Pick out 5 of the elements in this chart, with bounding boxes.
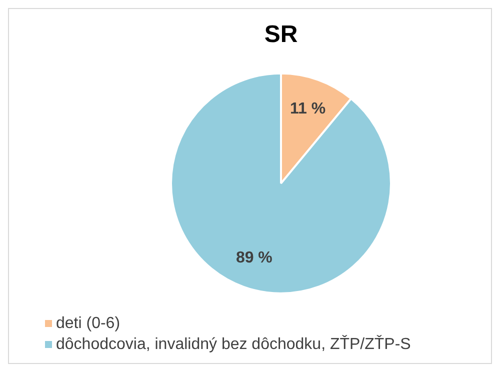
chart-title: SR bbox=[264, 21, 298, 48]
data-label: 11 % bbox=[290, 100, 326, 118]
data-label: 89 % bbox=[236, 249, 272, 266]
legend-label: deti (0-6) bbox=[56, 314, 120, 332]
legend-label: dôchodcovia, invalidný bez dôchodku, ZŤP/ZŤP-S bbox=[56, 336, 411, 354]
